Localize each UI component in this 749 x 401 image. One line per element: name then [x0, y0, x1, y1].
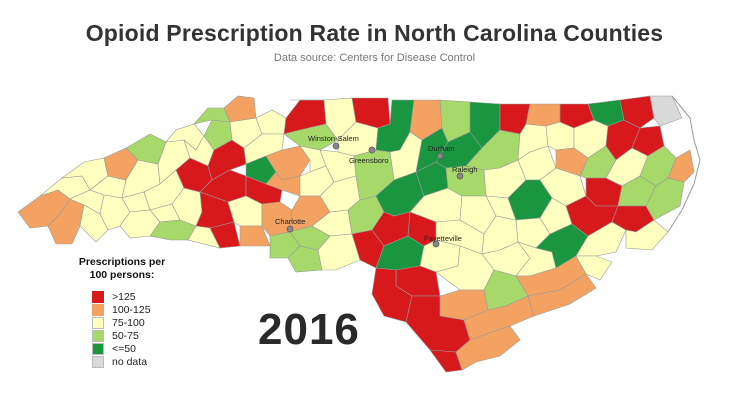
city-marker — [286, 225, 294, 233]
city-marker — [368, 146, 376, 154]
year-label: 2016 — [258, 305, 360, 354]
legend-swatch — [92, 303, 104, 316]
city-label: Greensboro — [349, 156, 389, 165]
county-region — [649, 95, 683, 127]
legend-label: 75-100 — [112, 316, 145, 329]
legend-swatch — [92, 290, 104, 303]
city-label: Charlotte — [275, 217, 305, 226]
legend-label: 50-75 — [112, 329, 139, 342]
legend-title-line2: 100 persons: — [89, 269, 155, 281]
legend: Prescriptions per 100 persons: >125 100-… — [74, 256, 194, 368]
city-marker — [436, 152, 444, 160]
city-label: Winston-Salem — [308, 134, 359, 143]
county-region — [619, 95, 655, 129]
county-region — [463, 295, 535, 341]
map-title: Opioid Prescription Rate in North Caroli… — [85, 20, 664, 46]
legend-swatch — [92, 329, 104, 342]
legend-item: >125 — [92, 290, 194, 303]
county-region — [525, 103, 561, 127]
legend-swatch — [92, 355, 104, 368]
legend-item: 100-125 — [92, 303, 194, 316]
legend-item: <=50 — [92, 342, 194, 355]
legend-title-line1: Prescriptions per — [78, 256, 166, 268]
county-region — [667, 149, 695, 183]
county-polygons — [17, 95, 695, 373]
county-region — [79, 204, 109, 243]
legend-label: 100-125 — [112, 303, 151, 316]
city-label: Raleigh — [452, 165, 477, 174]
city-markers: Winston-Salem Greensboro Durham Raleigh Char… — [275, 134, 477, 248]
state-outline — [667, 95, 701, 233]
city-label: Fayetteville — [424, 234, 462, 243]
county-region — [223, 95, 257, 123]
city-marker — [332, 142, 340, 150]
legend-items: >125 100-125 75-100 50-75 <=50 no data — [74, 290, 194, 368]
legend-item: 75-100 — [92, 316, 194, 329]
county-region — [455, 325, 521, 371]
map-subtitle: Data source: Centers for Disease Control — [273, 52, 476, 64]
legend-swatch — [92, 316, 104, 329]
city-marker — [432, 240, 440, 248]
legend-label: no data — [112, 355, 148, 368]
outer-banks-line — [667, 95, 701, 233]
legend-swatch — [92, 342, 104, 355]
county-region — [575, 255, 613, 281]
county-region — [255, 109, 287, 135]
legend-label: <=50 — [112, 342, 136, 355]
legend-item: no data — [92, 355, 194, 368]
city-marker — [456, 172, 464, 180]
city-label: Durham — [428, 144, 455, 153]
legend-label: >125 — [112, 290, 136, 303]
legend-item: 50-75 — [92, 329, 194, 342]
legend-title: Prescriptions per 100 persons: — [74, 256, 194, 282]
